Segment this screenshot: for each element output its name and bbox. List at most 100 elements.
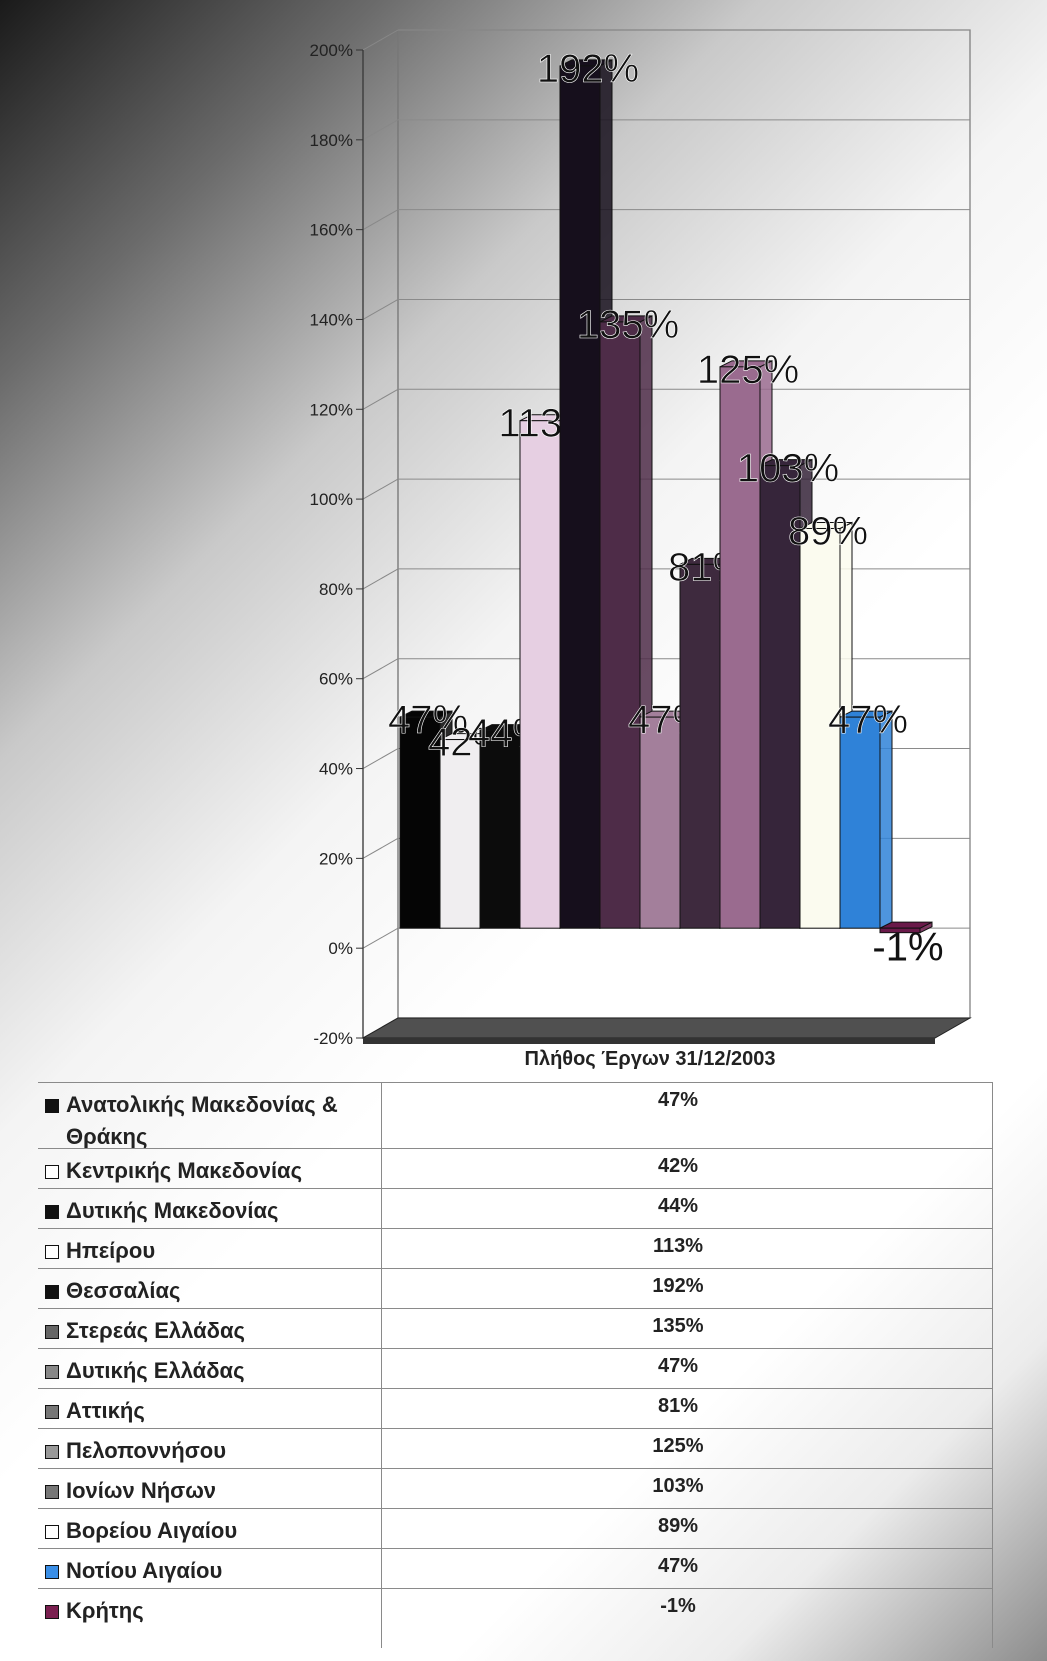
legend-swatch	[45, 1165, 59, 1179]
data-label: 103%	[737, 447, 839, 491]
legend-swatch	[45, 1205, 59, 1219]
region-name: Αττικής	[66, 1398, 145, 1423]
y-tick-label: 120%	[310, 400, 353, 419]
gridline-side	[362, 478, 399, 500]
gridline-side	[362, 209, 399, 231]
table-row: Βορείου Αιγαίου 89%	[38, 1508, 992, 1549]
bar	[839, 716, 881, 929]
region-name: Κρήτης	[66, 1598, 144, 1623]
data-label: 89%	[788, 509, 868, 553]
bar-side	[879, 710, 893, 929]
data-label: 192%	[537, 47, 639, 91]
table-row: Κεντρικής Μακεδονίας 42%	[38, 1148, 992, 1189]
legend-swatch	[45, 1525, 59, 1539]
y-tick-label: 0%	[328, 939, 353, 958]
y-tick-label: 140%	[310, 310, 353, 329]
y-tick-label: 200%	[310, 41, 353, 60]
region-value: -1%	[660, 1595, 696, 1617]
gridline-side	[362, 119, 399, 141]
region-name: Νοτίου Αιγαίου	[66, 1558, 223, 1583]
legend-swatch	[45, 1605, 59, 1619]
region-name: Ιονίων Νήσων	[66, 1478, 217, 1503]
gridline-side	[362, 837, 399, 859]
bar	[599, 321, 641, 929]
bar	[679, 563, 721, 929]
gridline-side	[362, 568, 399, 590]
legend-swatch	[45, 1325, 59, 1339]
y-tick-label: 100%	[310, 490, 353, 509]
region-name: Βορείου Αιγαίου	[66, 1518, 238, 1543]
legend-swatch	[45, 1485, 59, 1499]
table-row: Αττικής 81%	[38, 1388, 992, 1429]
legend-swatch	[45, 1365, 59, 1379]
region-value: 125%	[652, 1435, 704, 1457]
y-tick-label: 20%	[319, 849, 353, 868]
bar	[439, 739, 481, 929]
table-row: Νοτίου Αιγαίου 47%	[38, 1548, 992, 1589]
table-right-border	[992, 1082, 993, 1648]
bar	[719, 366, 761, 929]
y-tick-label: -20%	[313, 1029, 353, 1048]
legend-swatch	[45, 1445, 59, 1459]
gridline-side	[362, 388, 399, 410]
gridline-side	[362, 29, 399, 51]
legend-swatch	[45, 1405, 59, 1419]
region-name: Κεντρικής Μακεδονίας	[66, 1158, 303, 1183]
bar	[759, 465, 801, 929]
region-value: 192%	[652, 1275, 704, 1297]
bar	[559, 65, 601, 929]
y-tick-label: 160%	[310, 221, 353, 240]
table-row: Ηπείρου 113%	[38, 1228, 992, 1269]
y-tick-label: 40%	[319, 760, 353, 779]
region-name: Στερεάς Ελλάδας	[66, 1318, 245, 1343]
region-name: Πελοποννήσου	[66, 1438, 226, 1463]
legend-swatch	[45, 1245, 59, 1259]
table-row: Δυτικής Ελλάδας 47%	[38, 1348, 992, 1389]
bar	[399, 716, 441, 929]
floor-edge	[363, 1038, 935, 1044]
region-name: Θεσσαλίας	[66, 1278, 181, 1303]
legend-swatch	[45, 1565, 59, 1579]
region-value: 47%	[657, 1555, 699, 1577]
table-row: Κρήτης -1%	[38, 1588, 992, 1629]
bar	[879, 927, 921, 934]
side-wall	[362, 28, 399, 1040]
data-label: 125%	[697, 348, 799, 392]
region-value: 113%	[652, 1235, 704, 1257]
legend-swatch	[45, 1285, 59, 1299]
gridline-side	[362, 927, 399, 949]
y-tick-label: 180%	[310, 131, 353, 150]
region-value: 89%	[657, 1515, 699, 1537]
gridline-side	[362, 658, 399, 680]
region-value: 47%	[657, 1355, 699, 1377]
table-row: Ιονίων Νήσων 103%	[38, 1468, 992, 1509]
region-value: 81%	[657, 1395, 699, 1417]
region-name: Δυτικής Μακεδονίας	[66, 1198, 279, 1223]
legend-swatch	[45, 1099, 59, 1113]
bar	[639, 716, 681, 929]
region-value: 47%	[657, 1089, 699, 1111]
region-name: Ανατολικής Μακεδονίας & Θράκης	[66, 1092, 338, 1149]
region-value: 42%	[657, 1155, 699, 1177]
region-value: 103%	[652, 1475, 704, 1497]
bar	[799, 527, 841, 929]
bar	[479, 730, 521, 929]
region-name: Δυτικής Ελλάδας	[66, 1358, 245, 1383]
table-column-divider	[381, 1082, 382, 1648]
y-tick-label: 80%	[319, 580, 353, 599]
gridline-side	[362, 748, 399, 769]
y-tick-label: 60%	[319, 670, 353, 689]
data-label: 47%	[828, 698, 908, 742]
table-header: Πλήθος Έργων 31/12/2003	[525, 1048, 776, 1070]
region-value: 44%	[657, 1195, 699, 1217]
gridline-side	[362, 299, 399, 320]
table-row: Πελοποννήσου 125%	[38, 1428, 992, 1469]
table-row: Θεσσαλίας 192%	[38, 1268, 992, 1309]
bar-chart: 200% 180% 160% 140% 120% 100% 80% 60% 40% 20% 0% -2…	[310, 28, 972, 1070]
data-label: -1%	[872, 926, 943, 970]
region-name: Ηπείρου	[66, 1238, 156, 1263]
data-label: 135%	[577, 303, 679, 347]
region-value: 135%	[652, 1315, 704, 1337]
table-row: Δυτικής Μακεδονίας 44%	[38, 1188, 992, 1229]
